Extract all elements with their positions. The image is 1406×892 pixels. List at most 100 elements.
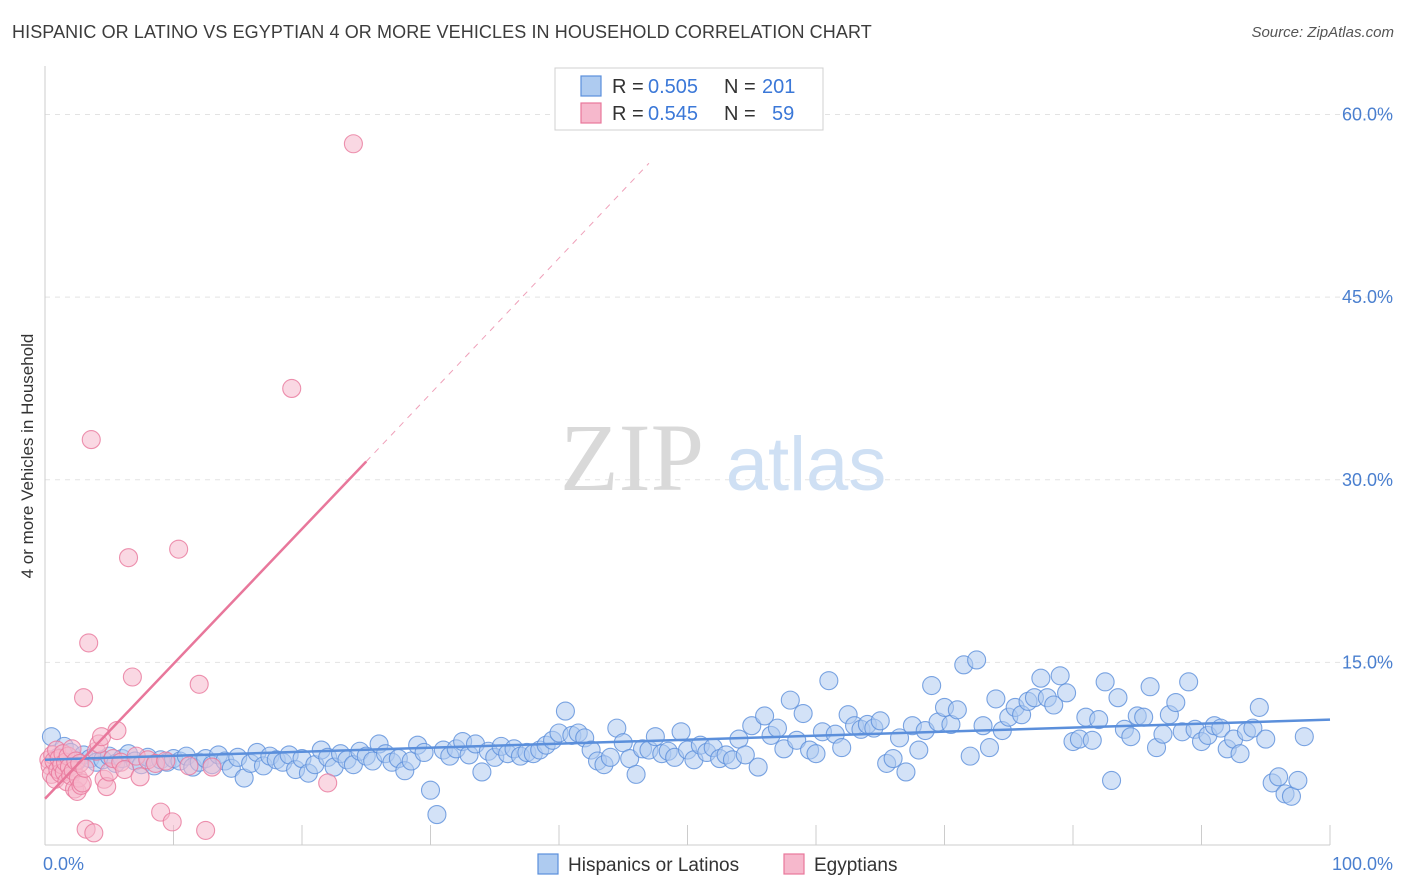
legend-r-value-1: 0.505 [648,76,698,98]
egyptian-point [84,823,104,843]
hispanic-point [1102,770,1122,791]
egyptian-point [115,759,135,780]
y-tick-label: 60.0% [1342,105,1393,125]
egyptian-point [282,378,302,399]
hispanic-point [1256,729,1276,749]
hispanic-point [1153,724,1173,744]
y-tick-label: 15.0% [1342,652,1393,672]
hispanic-point [1082,730,1102,750]
hispanic-point [420,780,441,800]
hispanic-trend-line [44,718,1331,762]
egyptian-point [81,430,101,450]
x-tick-label: 0.0% [43,854,84,874]
legend-swatch-egyptians-bottom [783,853,805,875]
hispanic-point [1140,677,1160,697]
hispanic-point [748,757,768,777]
stats-legend: R = 0.505 N = 201 R = 0.545 N = 59 [554,67,824,131]
egyptian-point [118,548,139,568]
hispanic-point [1121,727,1141,747]
hispanic-point [806,744,826,764]
egyptian-point [318,773,338,793]
hispanic-point [986,689,1006,709]
hispanic-point [1044,695,1064,715]
hispanic-point [1108,688,1128,708]
hispanic-point [1089,710,1109,730]
hispanic-point [414,742,434,763]
hispanic-point [1050,666,1070,686]
watermark-zip: ZIP [560,404,704,511]
egyptian-point [169,539,189,559]
egyptian-point [343,134,363,154]
gridlines [45,114,1390,663]
hispanic-point [1179,672,1199,692]
series-egyptians-points [39,134,363,843]
egyptian-point [79,633,99,653]
hispanic-point [671,722,691,742]
hispanic-point [1288,770,1308,791]
hispanic-point [1243,718,1263,738]
x-tick-labels: 0.0% 100.0% [43,854,1393,874]
watermark: ZIP atlas [560,404,886,511]
hispanic-point [767,718,788,738]
hispanic-point [1031,668,1051,688]
source-credit: Source: ZipAtlas.com [1251,24,1394,41]
hispanic-point [735,745,755,765]
hispanic-point [819,671,839,691]
hispanic-point [742,716,762,736]
legend-n-label-1: N = [724,76,756,98]
legend-r-label-1: R = [612,76,644,98]
hispanic-point [832,738,852,758]
hispanic-point [780,690,800,710]
legend-swatch-hispanics-bottom [537,853,559,875]
x-tick-label: 100.0% [1332,854,1393,874]
axes [44,66,1331,846]
egyptian-point [179,756,199,776]
hispanic-point [1134,707,1154,727]
egyptian-point [202,757,222,777]
hispanic-point [870,711,890,731]
hispanic-point [979,738,1000,758]
hispanic-point [1269,767,1289,787]
series-legend: Hispanics or Latinos Egyptians [537,853,897,876]
hispanic-point [967,650,987,670]
legend-n-value-2: 59 [772,103,794,125]
y-tick-labels: 15.0% 30.0% 45.0% 60.0% [1342,105,1393,673]
legend-label-egyptians: Egyptians [814,855,897,876]
legend-n-label-2: N = [724,103,756,125]
hispanic-point [472,762,492,782]
y-tick-label: 45.0% [1342,287,1393,307]
hispanic-point [1166,693,1186,713]
hispanic-point [909,740,929,760]
y-tick-label: 30.0% [1342,470,1393,490]
legend-r-value-2: 0.545 [648,103,698,125]
egyptian-point [189,674,209,694]
hispanic-point [896,762,916,782]
egyptian-trend-line [44,460,368,800]
legend-swatch-hispanics [580,75,602,97]
trend-lines [44,162,1331,800]
chart-title: HISPANIC OR LATINO VS EGYPTIAN 4 OR MORE… [12,22,872,42]
hispanic-point [1294,727,1314,747]
egyptian-point [196,820,216,840]
legend-r-label-2: R = [612,103,644,125]
hispanic-point [1249,697,1269,717]
hispanic-point [427,805,447,825]
hispanic-point [793,703,813,724]
egyptian-point [130,767,150,787]
hispanic-point [973,716,993,736]
watermark-atlas: atlas [726,422,887,507]
hispanic-point [1230,744,1250,764]
legend-n-value-1: 201 [762,76,795,98]
hispanic-point [922,675,942,696]
egyptian-point [122,667,142,687]
hispanic-point [883,749,903,769]
hispanic-point [947,700,967,720]
hispanic-point [555,701,575,721]
legend-label-hispanics: Hispanics or Latinos [568,855,739,876]
series-hispanics-points [41,650,1314,825]
egyptian-point [162,812,182,832]
egyptian-point [74,688,94,708]
legend-swatch-egyptians [580,102,602,124]
hispanic-point [600,747,620,767]
